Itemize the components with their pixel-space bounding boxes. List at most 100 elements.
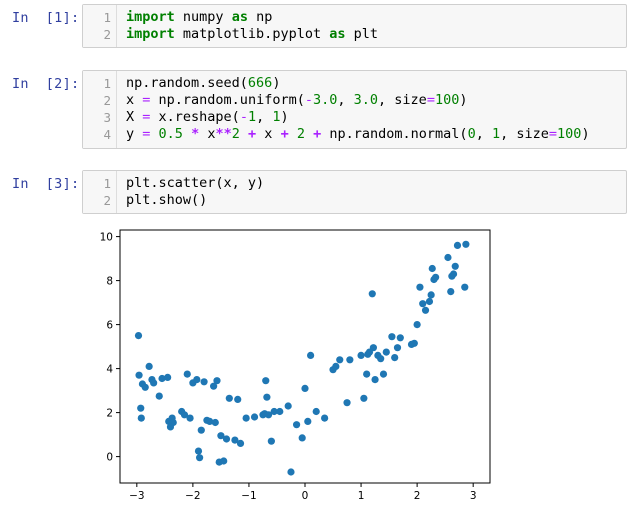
code-token: ) <box>459 92 468 108</box>
code-token: 1 <box>491 126 501 142</box>
code-token <box>240 126 248 142</box>
code-token: as <box>329 26 346 42</box>
x-tick-label: −1 <box>241 490 256 502</box>
code-token: ** <box>215 126 232 142</box>
scatter-point <box>137 404 145 412</box>
scatter-point <box>346 356 354 364</box>
code-token: = <box>548 126 558 142</box>
code-token: import <box>126 9 175 25</box>
scatter-point <box>150 379 158 387</box>
code-cell-1[interactable]: In [1]: 1 import numpy as np 2 import matpl… <box>0 4 629 48</box>
scatter-point <box>393 344 402 352</box>
scatter-point <box>186 414 194 422</box>
y-tick-label: 2 <box>106 408 113 420</box>
code-token: np.random.uniform( <box>150 92 305 108</box>
code-token: plt.show() <box>126 192 208 208</box>
scatter-point <box>416 283 424 291</box>
scatter-point <box>451 262 459 270</box>
line-number: 2 <box>103 93 111 108</box>
scatter-point <box>453 241 462 249</box>
y-tick-label: 8 <box>106 276 113 288</box>
code-text: np.random.seed(666) <box>126 75 280 92</box>
scatter-point <box>413 321 421 329</box>
code-token: = <box>426 92 435 108</box>
scatter-point <box>137 414 145 422</box>
y-tick-label: 10 <box>100 232 113 244</box>
scatter-point <box>210 382 218 390</box>
code-token: = <box>142 92 151 108</box>
code-token: y <box>126 126 143 142</box>
scatter-point <box>444 253 452 262</box>
line-number: 2 <box>103 27 111 42</box>
code-token: 100 <box>434 92 460 108</box>
scatter-point <box>231 436 239 444</box>
code-token: , <box>475 126 492 142</box>
scatter-point <box>357 351 365 359</box>
code-editor[interactable]: 1 import numpy as np 2 import matplotlib.py… <box>82 4 627 48</box>
scatter-point <box>158 374 166 383</box>
code-token: + <box>313 126 322 142</box>
code-token: 2 <box>296 126 305 142</box>
scatter-point <box>196 454 204 462</box>
scatter-point <box>145 362 153 370</box>
code-token: ) <box>280 109 289 125</box>
code-token <box>183 126 191 142</box>
line-number: 2 <box>103 193 111 208</box>
scatter-point <box>368 290 376 298</box>
code-token: = <box>142 126 151 142</box>
code-line: 2 import matplotlib.pyplot as plt <box>83 26 626 43</box>
scatter-point <box>410 339 418 347</box>
scatter-point <box>307 351 315 359</box>
scatter-point <box>461 283 469 291</box>
code-token: = <box>142 109 151 125</box>
line-number: 1 <box>103 76 111 91</box>
scatter-point <box>447 288 455 296</box>
code-token: x <box>126 92 143 108</box>
code-token: 666 <box>247 75 273 91</box>
line-number: 1 <box>103 10 111 25</box>
code-token: - <box>304 92 313 108</box>
code-token: matplotlib.pyplot <box>174 26 330 42</box>
code-token: 1 <box>247 109 257 125</box>
code-editor[interactable]: 1 np.random.seed(666) 2 x = np.random.unifo… <box>82 70 627 149</box>
code-line: 1 plt.scatter(x, y) <box>83 175 626 192</box>
code-text: plt.show() <box>126 192 207 209</box>
scatter-point <box>242 414 250 422</box>
code-token: np <box>247 9 273 25</box>
scatter-point <box>211 418 219 427</box>
code-editor[interactable]: 1 plt.scatter(x, y) 2 plt.show() <box>82 170 627 214</box>
scatter-point <box>425 297 434 306</box>
x-tick-label: 0 <box>302 490 309 502</box>
scatter-point <box>276 407 284 416</box>
code-token: * <box>191 126 200 142</box>
x-tick-label: 2 <box>414 490 421 502</box>
code-line: 1 import numpy as np <box>83 9 626 26</box>
scatter-point <box>194 447 203 455</box>
line-number: 3 <box>103 110 111 125</box>
scatter-point <box>284 402 292 410</box>
code-token: x <box>256 126 281 142</box>
code-line: 1 np.random.seed(666) <box>83 75 626 92</box>
y-tick-label: 0 <box>106 452 113 464</box>
scatter-point <box>236 439 245 447</box>
scatter-point <box>263 393 271 401</box>
scatter-point <box>234 395 242 403</box>
code-token: 0.5 <box>158 126 183 142</box>
code-token: , <box>337 92 354 108</box>
scatter-point <box>391 354 399 362</box>
line-number: 1 <box>103 176 111 191</box>
code-cell-3[interactable]: In [3]: 1 plt.scatter(x, y) 2 plt.show() <box>0 170 629 214</box>
code-token: 3.0 <box>353 92 379 108</box>
cell-prompt: In [1]: <box>12 10 80 26</box>
scatter-point <box>419 300 427 308</box>
scatter-point <box>449 270 458 278</box>
scatter-point <box>379 370 388 378</box>
scatter-point <box>428 264 436 273</box>
scatter-point <box>134 332 143 340</box>
scatter-point <box>287 468 295 476</box>
code-cell-2[interactable]: In [2]: 1 np.random.seed(666) 2 x = np.rand… <box>0 70 629 149</box>
scatter-point <box>396 334 404 342</box>
y-tick-label: 4 <box>106 364 113 376</box>
scatter-point <box>197 426 205 434</box>
code-token: np.random.normal( <box>321 126 468 142</box>
